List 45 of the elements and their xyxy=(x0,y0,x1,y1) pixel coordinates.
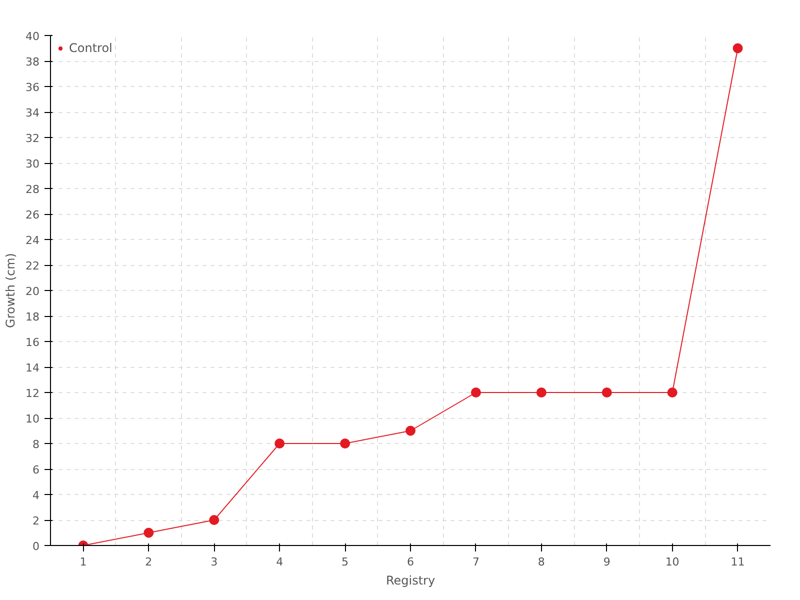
y-tick-label: 14 xyxy=(26,362,40,374)
y-tick-label: 40 xyxy=(26,30,40,43)
y-tick-label: 8 xyxy=(32,438,40,451)
y-tick-label: 28 xyxy=(26,183,40,196)
x-tick-label: 9 xyxy=(603,556,610,568)
y-tick-label: 36 xyxy=(26,81,40,94)
point xyxy=(406,426,416,436)
y-tick-label: 30 xyxy=(26,158,40,170)
x-tick-label: 4 xyxy=(276,556,284,568)
y-tick-label: 24 xyxy=(26,234,40,247)
x-tick-label: 8 xyxy=(538,556,545,568)
y-tick-label: 16 xyxy=(26,336,40,349)
y-tick-label: 10 xyxy=(26,412,40,426)
x-axis-title: Registry xyxy=(386,574,436,588)
y-tick-label: 20 xyxy=(26,285,40,298)
point xyxy=(536,388,546,398)
y-tick-label: 32 xyxy=(26,132,40,145)
point xyxy=(470,388,481,398)
y-tick-label: 4 xyxy=(32,489,40,502)
y-tick-label: 2 xyxy=(32,514,40,528)
y-tick-label: 18 xyxy=(26,310,40,324)
point xyxy=(144,528,154,538)
y-axis-title: Growth (cm) xyxy=(4,253,18,328)
x-tick-label: 7 xyxy=(472,556,480,568)
x-tick-label: 1 xyxy=(80,556,87,568)
point xyxy=(209,515,220,525)
point xyxy=(602,388,612,398)
x-tick-label: 2 xyxy=(145,556,152,568)
x-tick-label: 5 xyxy=(342,556,349,568)
x-tick-label: 10 xyxy=(665,556,680,568)
y-tick-label: 34 xyxy=(26,106,40,120)
point xyxy=(274,438,285,448)
legend-label: Control xyxy=(69,41,112,55)
x-tick-label: 11 xyxy=(730,556,745,568)
x-tick-label: 3 xyxy=(210,556,218,568)
y-tick-label: 22 xyxy=(26,260,40,272)
point xyxy=(667,388,678,398)
y-tick-label: 0 xyxy=(32,540,40,553)
x-tick-label: 6 xyxy=(407,556,414,568)
point xyxy=(732,43,743,54)
point xyxy=(340,438,350,448)
y-tick-label: 12 xyxy=(26,387,40,400)
y-tick-label: 26 xyxy=(26,208,40,222)
y-tick-label: 6 xyxy=(32,464,40,476)
y-tick-label: 38 xyxy=(26,56,40,68)
